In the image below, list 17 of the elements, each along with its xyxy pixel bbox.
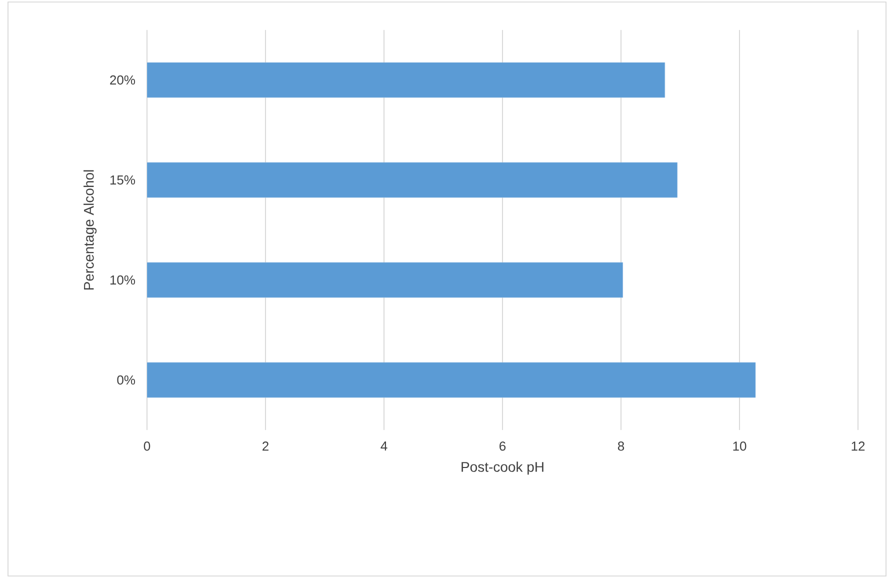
y-tick-label: 15% bbox=[110, 175, 136, 185]
bar bbox=[147, 262, 623, 298]
x-axis-title: Post-cook pH bbox=[462, 462, 544, 475]
bar bbox=[147, 162, 678, 198]
y-tick-label: 0% bbox=[117, 375, 136, 385]
bar bbox=[147, 362, 756, 398]
x-tick-label: 6 bbox=[500, 442, 506, 451]
y-axis-title: Percentage Alcohol bbox=[84, 170, 97, 290]
x-tick-label: 8 bbox=[618, 442, 624, 451]
y-tick-label: 20% bbox=[110, 75, 136, 85]
bar bbox=[147, 62, 666, 98]
x-tick-label: 12 bbox=[852, 442, 865, 451]
x-tick-label: 2 bbox=[262, 442, 268, 451]
x-tick-label: 10 bbox=[733, 442, 746, 451]
x-tick-label: 0 bbox=[144, 442, 150, 451]
x-tick-label: 4 bbox=[380, 442, 388, 450]
y-tick-label: 10% bbox=[110, 275, 136, 285]
